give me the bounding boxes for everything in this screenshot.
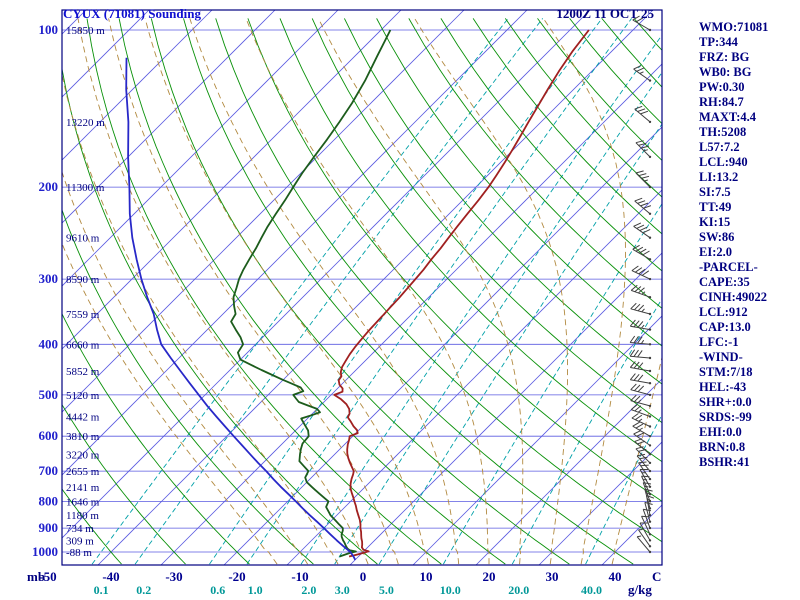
stats-line: PW:0.30 (699, 80, 745, 94)
stats-line: -PARCEL- (699, 260, 758, 274)
mixing-ratio-layer (91, 18, 662, 565)
temp-tick-label: -30 (165, 569, 182, 584)
height-label: 8590 m (66, 274, 100, 286)
stats-line: RH:84.7 (699, 95, 744, 109)
wind-barbs-layer (629, 15, 655, 554)
mixing-ratio-label: 2.0 (301, 583, 316, 597)
stats-line: SW:86 (699, 230, 735, 244)
height-label: 9610 m (66, 233, 100, 245)
stats-line: SHR+:0.0 (699, 395, 752, 409)
height-label: 5852 m (66, 366, 100, 378)
chart-datetime: 1200Z 11 OCT 25 (556, 6, 654, 21)
height-label: 309 m (66, 535, 94, 547)
stats-line: TT:49 (699, 200, 732, 214)
pressure-tick-label: 800 (39, 493, 59, 508)
stats-line: LI:13.2 (699, 170, 739, 184)
pressure-grid-layer (62, 29, 662, 553)
mixing-ratio-label: 0.6 (210, 583, 225, 597)
temp-tick-label: 40 (609, 569, 622, 584)
stats-line: TP:344 (699, 35, 738, 49)
stats-line: WB0: BG (699, 65, 752, 79)
height-label: 5120 m (66, 390, 100, 402)
mixing-ratio-unit-label: g/kg (628, 582, 652, 597)
stats-line: -WIND- (699, 350, 743, 364)
temp-tick-label: 10 (420, 569, 433, 584)
temp-tick-label: 20 (483, 569, 496, 584)
mixing-ratio-label: 0.2 (136, 583, 151, 597)
stats-line: STM:7/18 (699, 365, 753, 379)
height-label: 3220 m (66, 449, 100, 461)
height-label: -88 m (66, 547, 92, 559)
indices-panel: WMO:71081 TP:344 FRZ: BG WB0: BG PW:0.30 RH:8… (699, 20, 799, 470)
stats-line: MAXT:4.4 (699, 110, 757, 124)
stats-line: BSHR:41 (699, 455, 750, 469)
mixing-ratio-label: 40.0 (581, 583, 602, 597)
temp-tick-label: 0 (360, 569, 367, 584)
stats-line: SI:7.5 (699, 185, 731, 199)
height-label: 734 m (66, 523, 94, 535)
pressure-tick-label: 900 (39, 520, 59, 535)
height-label: 3810 m (66, 431, 100, 443)
temp-tick-label: -50 (39, 569, 56, 584)
stats-line: KI:15 (699, 215, 731, 229)
temp-tick-label: 30 (546, 569, 559, 584)
mixing-ratio-label: 3.0 (335, 583, 350, 597)
pressure-tick-label: 100 (39, 22, 59, 37)
dry-adiabat-layer (62, 18, 662, 565)
height-label: 15850 m (66, 25, 105, 37)
plot-frame (61, 9, 663, 566)
stats-line: EI:2.0 (699, 245, 732, 259)
pressure-tick-label: 400 (39, 336, 59, 351)
mixing-ratio-label: 10.0 (440, 583, 461, 597)
dewpoint-curve (230, 29, 392, 558)
temperature-unit-label: C (652, 569, 662, 584)
pressure-tick-label: 600 (39, 428, 59, 443)
pressure-tick-label: 300 (39, 271, 59, 286)
stats-line: FRZ: BG (699, 50, 750, 64)
reference-curve (125, 57, 357, 561)
stats-line: LCL:940 (699, 155, 748, 169)
height-label: 2141 m (66, 482, 100, 494)
height-label: 11300 m (66, 182, 105, 194)
pressure-tick-label: 500 (39, 387, 59, 402)
stats-line: L57:7.2 (699, 140, 740, 154)
mixing-ratio-label: 1.0 (248, 583, 263, 597)
height-label: 6660 m (66, 339, 100, 351)
stats-line: WMO:71081 (699, 20, 769, 34)
stats-line: CAP:13.0 (699, 320, 751, 334)
height-label: 13220 m (66, 117, 105, 129)
pressure-tick-label: 700 (39, 463, 59, 478)
height-label: 1646 m (66, 496, 100, 508)
temp-tick-label: -40 (102, 569, 119, 584)
stats-line: CAPE:35 (699, 275, 750, 289)
stats-line: HEL:-43 (699, 380, 747, 394)
chart-title: CYUX (71081) Sounding (63, 6, 201, 21)
height-label: 7559 m (66, 309, 100, 321)
pressure-tick-label: 1000 (32, 544, 58, 559)
moist-adiabat-layer (62, 18, 662, 565)
stats-line: CINH:49022 (699, 290, 768, 304)
pressure-unit-label: mb (27, 569, 46, 584)
mixing-ratio-label: 20.0 (508, 583, 529, 597)
stats-line: EHI:0.0 (699, 425, 742, 439)
stats-line: LCL:912 (699, 305, 748, 319)
stats-line: LFC:-1 (699, 335, 739, 349)
mixing-ratio-label: 0.1 (94, 583, 109, 597)
height-label: 2655 m (66, 466, 100, 478)
stats-line: SRDS:-99 (699, 410, 752, 424)
mixing-ratio-label: 5.0 (379, 583, 394, 597)
isotherm-layer (62, 10, 662, 565)
stats-line: TH:5208 (699, 125, 747, 139)
temperature-curve (333, 29, 590, 558)
temp-tick-label: -20 (228, 569, 245, 584)
height-label: 1180 m (66, 510, 99, 522)
pressure-tick-label: 200 (39, 179, 59, 194)
temp-tick-label: -10 (291, 569, 308, 584)
stats-line: BRN:0.8 (699, 440, 746, 454)
height-label: 4442 m (66, 412, 100, 424)
